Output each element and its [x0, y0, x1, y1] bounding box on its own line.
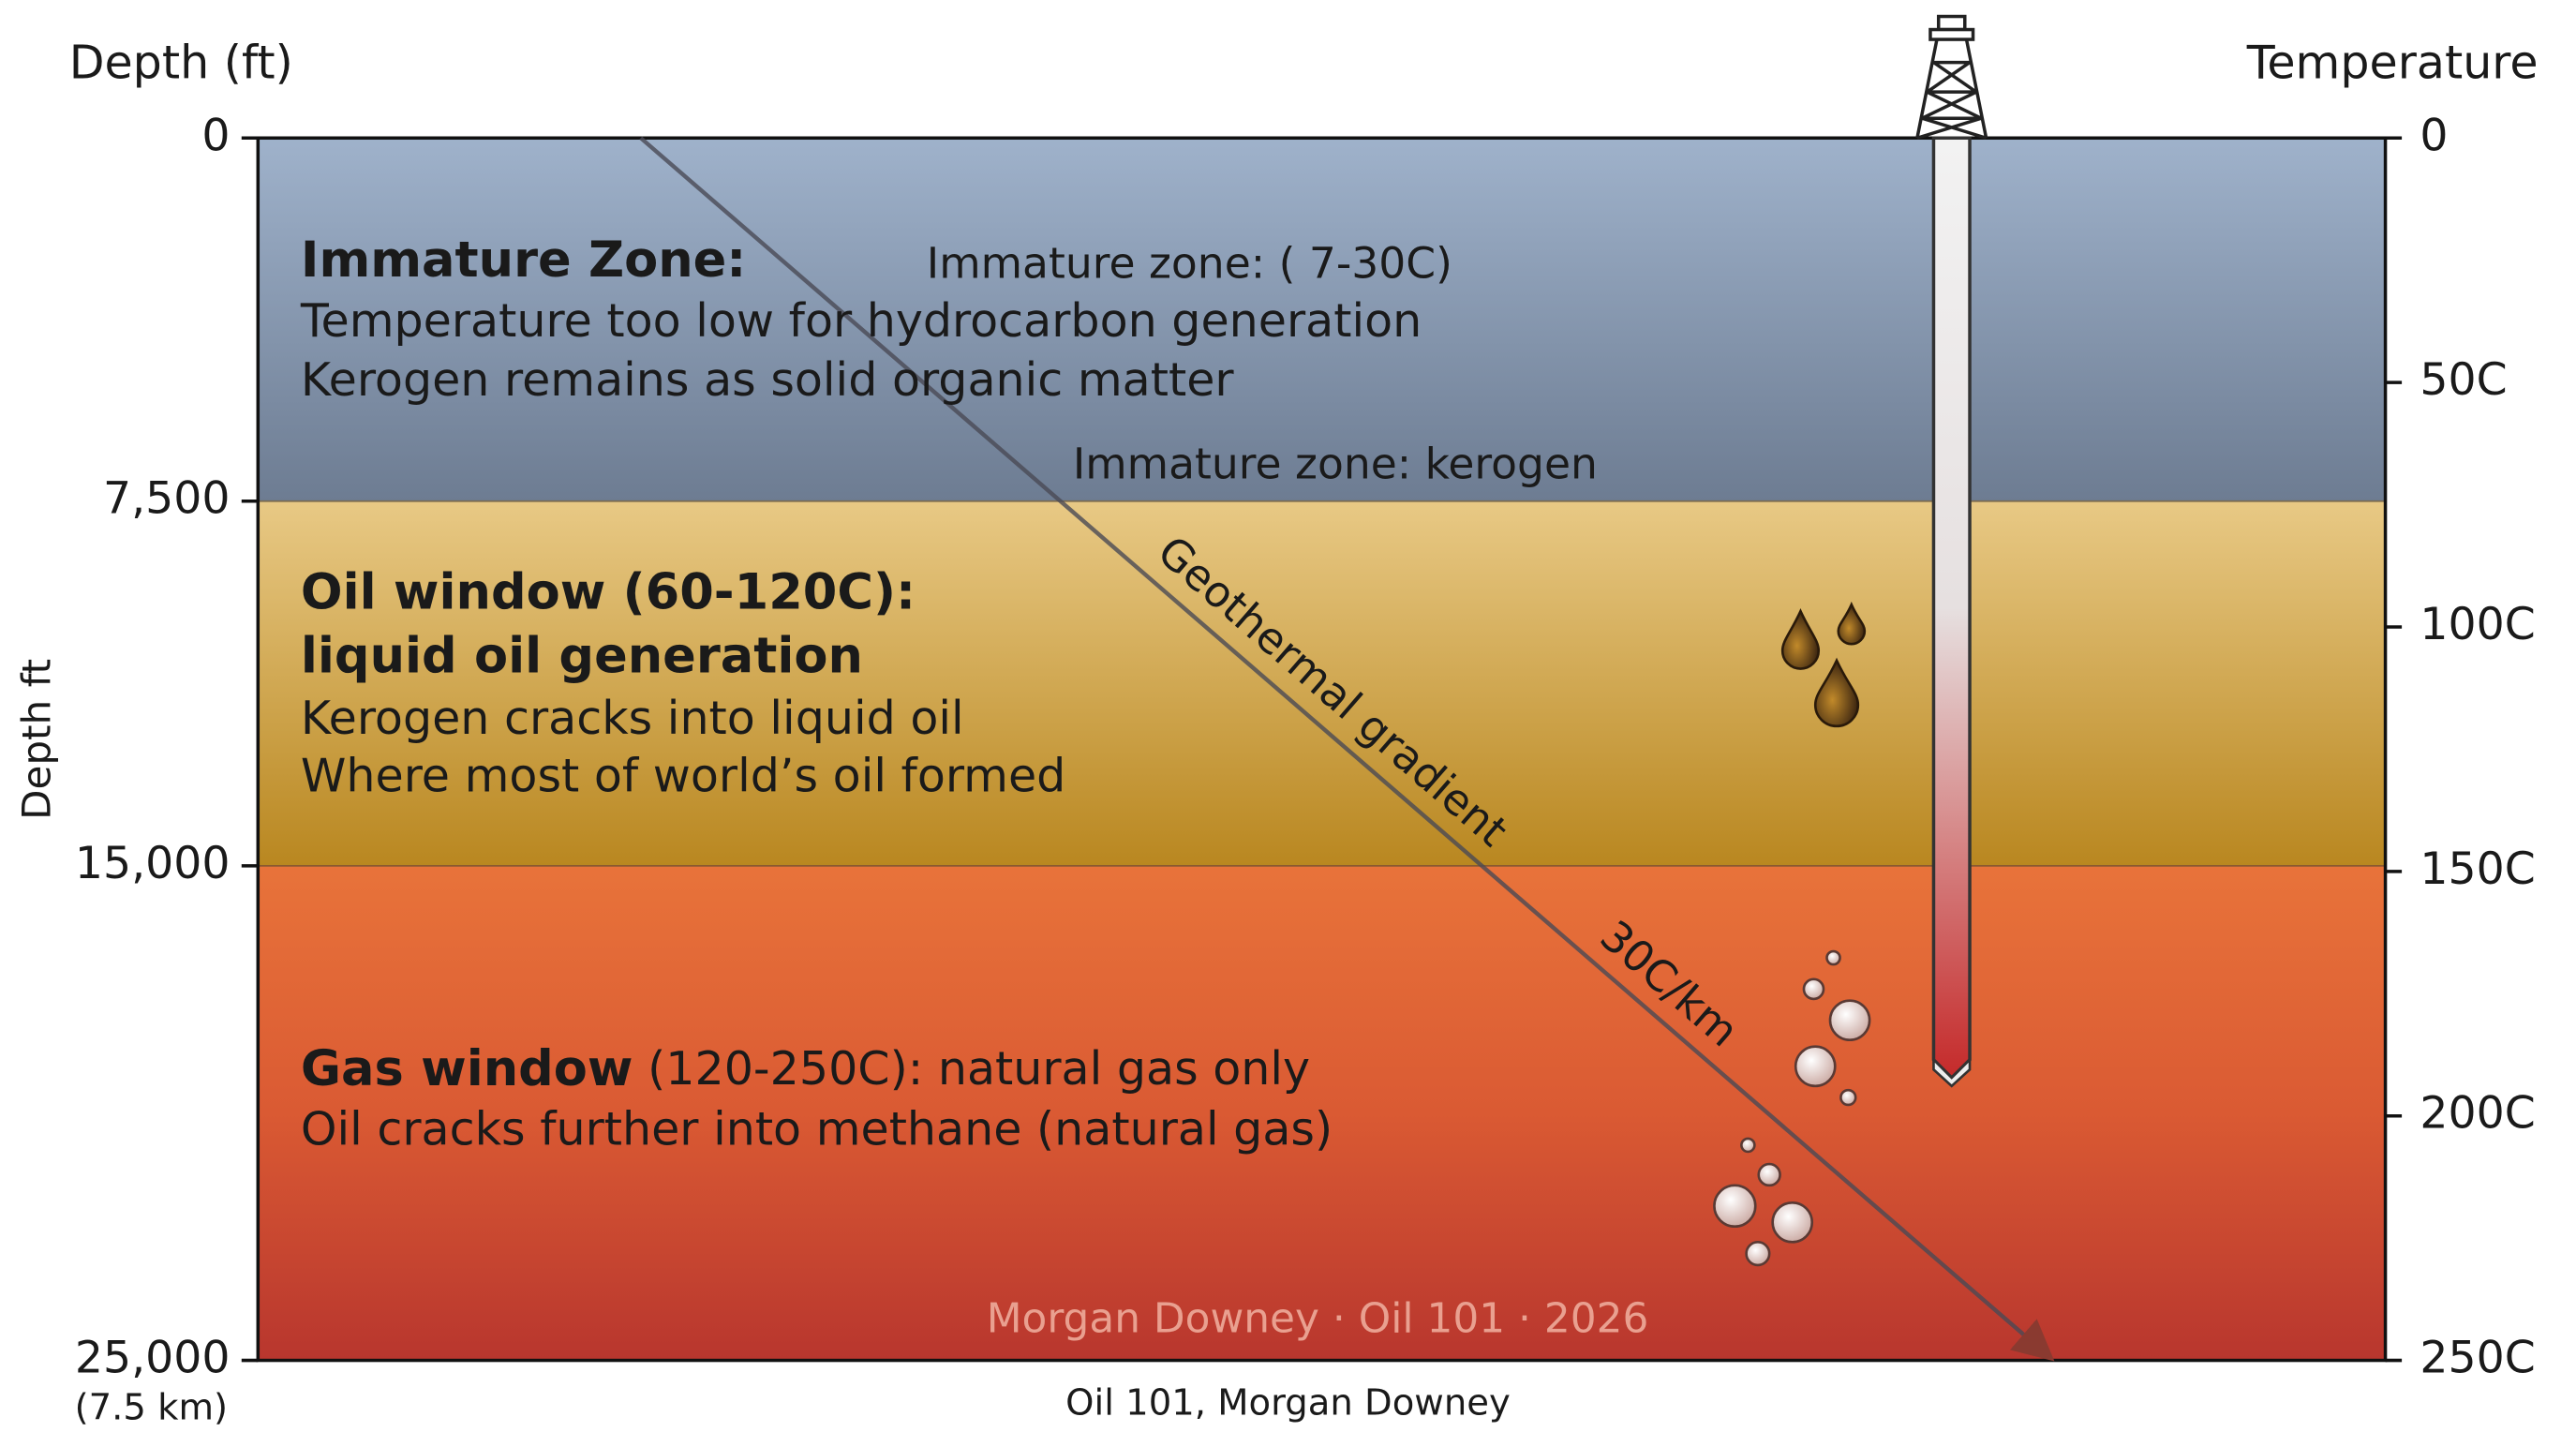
zone-line: Kerogen remains as solid organic matter	[301, 352, 1235, 407]
left-tick-label: 0	[201, 110, 230, 161]
oil-band	[258, 500, 2386, 866]
well-pipe	[1931, 136, 1972, 1081]
right-tick-label: 100C	[2420, 599, 2535, 650]
gas-band	[258, 865, 2386, 1361]
derrick	[1915, 14, 1988, 140]
left-tick-label: 15,000	[75, 838, 231, 889]
zone-line: Oil cracks further into methane (natural…	[301, 1101, 1333, 1156]
right-tick-label: 0	[2420, 110, 2448, 161]
left-axis-title: Depth (ft)	[69, 36, 293, 90]
zone-title-bold: Gas window	[301, 1040, 633, 1097]
axes: 0 7,500 15,000 25,000 0 50C 100C 150C 200C 250C	[75, 110, 2536, 1383]
right-axis-title: Temperature	[2246, 36, 2539, 90]
vertical-label: Depth ft	[14, 659, 60, 820]
caption: Oil 101, Morgan Downey	[1065, 1381, 1511, 1424]
zone-subtitle: liquid oil generation	[301, 628, 863, 685]
annotation: Immature zone: ( 7-30C)	[927, 239, 1452, 289]
gas-bubbles	[1713, 949, 1871, 1267]
plot-frame	[256, 136, 2388, 1363]
immature-band	[258, 138, 2386, 501]
right-tick-label: 150C	[2420, 843, 2535, 895]
right-tick-label: 200C	[2420, 1088, 2535, 1140]
left-note: (7.5 km)	[75, 1387, 229, 1429]
gradient-arrow	[639, 136, 2055, 1362]
well-tip	[1932, 1056, 1972, 1088]
right-tick-label: 250C	[2420, 1333, 2535, 1384]
oil-drops	[1780, 601, 1867, 728]
zone-title: Immature Zone:	[301, 231, 746, 289]
annotation: Immature zone: kerogen	[1073, 439, 1598, 488]
zone-line: Temperature too low for hydrocarbon gene…	[300, 293, 1422, 348]
left-tick-label: 7,500	[103, 473, 231, 525]
zone-line: Where most of world’s oil formed	[301, 748, 1065, 802]
right-tick-label: 50C	[2420, 354, 2507, 406]
left-tick-label: 25,000	[75, 1333, 231, 1384]
zone-line: Kerogen cracks into liquid oil	[301, 691, 964, 745]
zone-title-rest: (120-250C): natural gas only	[633, 1041, 1310, 1096]
watermark: Morgan Downey · Oil 101 · 2026	[987, 1294, 1649, 1342]
zone-title: Oil window (60-120C):	[301, 563, 916, 620]
zone-title: Gas window (120-250C): natural gas only	[301, 1040, 1310, 1097]
